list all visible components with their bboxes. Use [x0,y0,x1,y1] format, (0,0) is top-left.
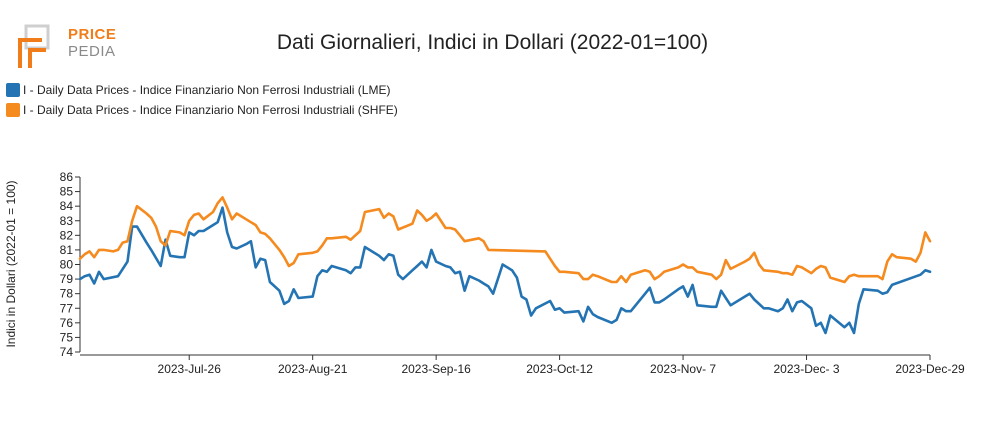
legend-swatch-shfe [6,103,20,117]
legend-label-shfe: I - Daily Data Prices - Indice Finanziar… [23,103,398,117]
y-tick-label: 82 [60,228,74,242]
x-tick-label: 2023-Nov- 7 [650,362,716,376]
legend: I - Daily Data Prices - Indice Finanziar… [6,80,398,120]
legend-item-lme[interactable]: I - Daily Data Prices - Indice Finanziar… [6,80,398,100]
y-tick-label: 83 [60,214,74,228]
y-tick-label: 85 [60,185,74,199]
y-tick-label: 75 [60,330,74,344]
legend-swatch-lme [6,83,20,97]
y-tick-label: 79 [60,272,74,286]
x-tick-label: 2023-Dec- 3 [774,362,840,376]
x-tick-label: 2023-Jul-26 [158,362,222,376]
y-tick-label: 86 [60,170,74,184]
y-tick-label: 84 [60,199,74,213]
series-line-shfe [78,196,932,284]
y-tick-label: 78 [60,287,74,301]
y-tick-label: 77 [60,301,74,315]
series-line-lme [78,206,932,335]
y-tick-label: 81 [60,243,74,257]
legend-item-shfe[interactable]: I - Daily Data Prices - Indice Finanziar… [6,100,398,120]
legend-label-lme: I - Daily Data Prices - Indice Finanziar… [23,83,391,97]
y-tick-label: 74 [60,345,74,359]
logo-text-bottom: PEDIA [68,43,116,60]
y-axis-label: Indici in Dollari (2022-01 = 100) [4,180,18,347]
y-tick-label: 80 [60,258,74,272]
x-tick-label: 2023-Dec-29 [895,362,965,376]
logo-mark-icon [18,24,50,68]
chart-title: Dati Giornalieri, Indici in Dollari (202… [276,31,709,54]
logo-text-top: PRICE [68,26,117,43]
x-tick-label: 2023-Oct-12 [526,362,593,376]
pricepedia-logo: PRICE PEDIA [18,24,128,70]
x-tick-label: 2023-Sep-16 [401,362,471,376]
x-tick-label: 2023-Aug-21 [278,362,348,376]
series-lines [78,196,932,335]
y-tick-label: 76 [60,316,74,330]
